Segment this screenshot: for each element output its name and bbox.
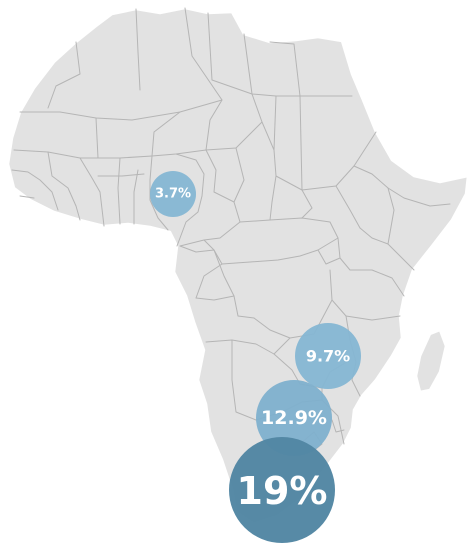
marker-layer: 3.7% 9.7% 12.9% 19% <box>150 171 361 543</box>
marker-malawi-bubble[interactable] <box>295 323 361 389</box>
marker-mozambique-label: 12.9% <box>261 407 327 429</box>
marker-south-africa-label: 19% <box>237 469 328 513</box>
marker-malawi-label: 9.7% <box>306 347 350 366</box>
country-borders <box>11 7 451 453</box>
africa-landmass <box>6 6 470 526</box>
marker-malawi[interactable]: 9.7% <box>295 323 361 389</box>
marker-south-africa-bubble[interactable] <box>229 437 335 543</box>
marker-nigeria[interactable]: 3.7% <box>150 171 196 217</box>
marker-nigeria-bubble[interactable] <box>150 171 196 217</box>
marker-mozambique-bubble[interactable] <box>256 380 332 456</box>
marker-south-africa[interactable]: 19% <box>229 437 335 543</box>
marker-mozambique[interactable]: 12.9% <box>256 380 332 456</box>
marker-nigeria-label: 3.7% <box>155 187 191 202</box>
